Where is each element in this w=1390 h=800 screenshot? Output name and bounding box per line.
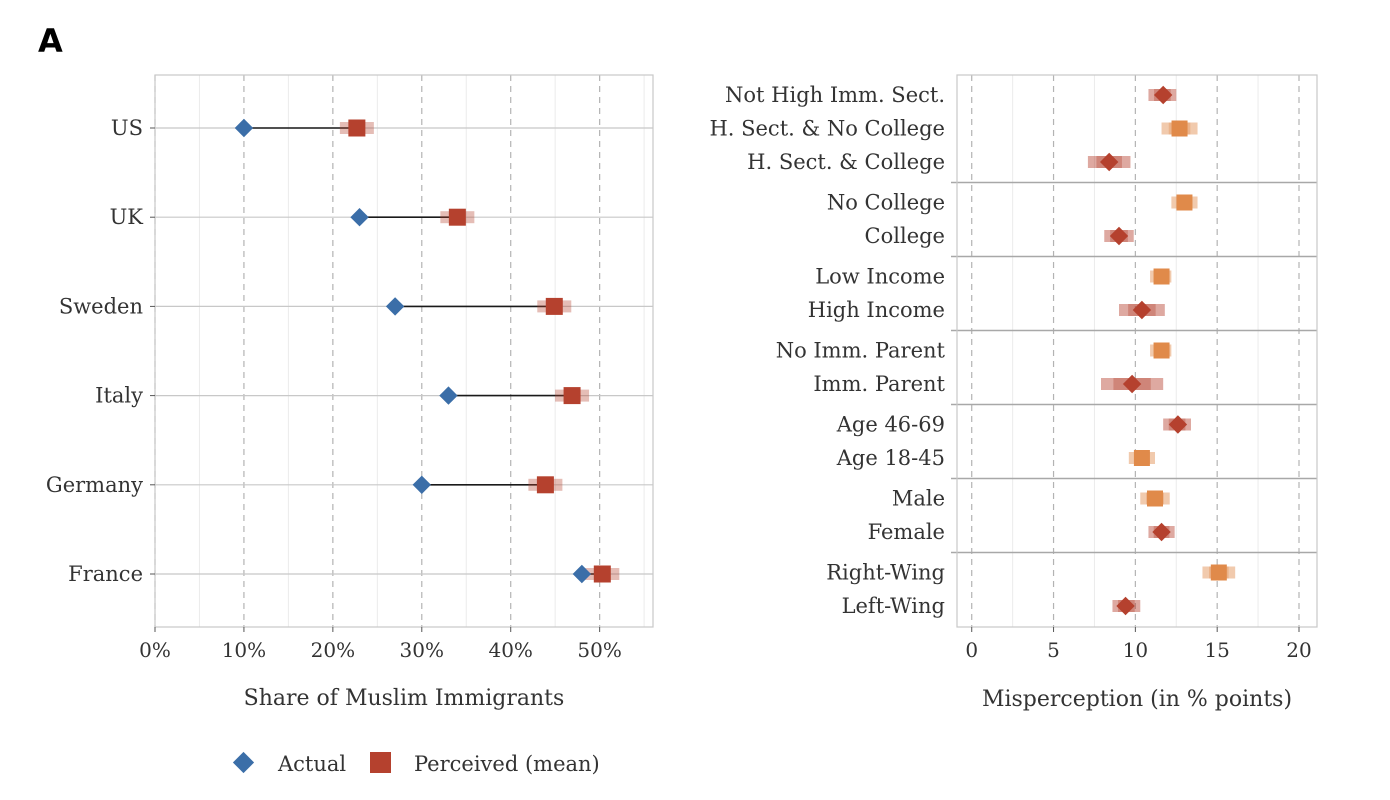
left-category-label-france: France [68,562,143,586]
right-row-label-left-wing: Left-Wing [842,594,945,618]
estimate-point-no-college [1176,194,1193,211]
left-x-tick-label: 0% [139,638,171,662]
left-category-label-uk: UK [110,205,144,229]
estimate-point-low-income [1153,268,1170,285]
right-row-label-low-income: Low Income [815,265,945,289]
right-row-label-h-sect-no-college: H. Sect. & No College [709,117,945,141]
estimate-point-right-wing [1210,564,1227,581]
panel-tag: A [38,22,63,60]
legend-perceived-square-icon [370,752,391,773]
left-x-tick-label: 20% [311,638,355,662]
actual-point-us [234,118,254,138]
legend-perceived-label: Perceived (mean) [414,752,600,776]
legend-actual-label: Actual [277,752,346,776]
left-x-tick-label: 30% [400,638,444,662]
estimate-point-age-18-45 [1133,450,1150,466]
perceived-point-sweden [545,297,563,315]
perceived-point-france [593,565,611,583]
estimate-point-college [1109,226,1129,246]
right-row-label-college: College [865,224,945,248]
left-category-label-sweden: Sweden [59,294,143,318]
actual-point-italy [439,386,458,405]
perceived-point-italy [563,387,581,405]
perceived-point-uk [448,208,466,226]
estimate-point-h-sect-college [1099,152,1119,172]
left-category-label-germany: Germany [46,473,143,497]
legend: Actual Perceived (mean) [232,751,600,776]
estimate-point-male [1147,490,1163,507]
left-x-axis-title: Share of Muslim Immigrants [244,686,565,711]
right-row-label-age-18-45: Age 18-45 [836,446,945,470]
right-x-tick-label: 10 [1123,638,1148,662]
estimate-point-high-income [1132,300,1152,320]
left-x-tick-label: 10% [222,638,266,662]
estimate-point-female [1152,522,1171,542]
right-row-label-right-wing: Right-Wing [826,561,945,585]
right-row-label-age-46-69: Age 46-69 [836,413,945,437]
actual-point-uk [350,208,369,227]
left-x-tick-label: 50% [577,638,621,662]
perceived-point-germany [536,476,554,494]
right-row-label-female: Female [868,520,945,544]
estimate-point-age-46-69 [1168,415,1188,434]
right-x-tick-label: 0 [965,638,978,662]
left-category-label-us: US [111,116,143,140]
actual-point-france [572,564,592,584]
right-row-label-high-income: High Income [808,298,945,322]
right-panel-border [956,74,1318,628]
left-category-label-italy: Italy [95,384,143,408]
estimate-point-left-wing [1116,596,1135,616]
estimate-point-imm-parent [1122,374,1142,394]
left-chart-dumbbell: US UK Sweden Italy Germany France 0% 10% 20% 30% 4… [46,74,654,662]
left-panel-border [154,74,654,628]
left-x-tick-label: 40% [488,638,532,662]
right-x-tick-label: 15 [1204,638,1229,662]
legend-actual-diamond-icon [232,751,255,774]
right-row-label-male: Male [892,487,945,511]
right-row-label-no-imm-parent: No Imm. Parent [776,339,946,363]
right-row-label-not-high-imm-sect: Not High Imm. Sect. [725,83,945,107]
right-x-axis-title: Misperception (in % points) [982,687,1292,712]
right-x-tick-label: 20 [1286,638,1311,662]
estimate-point-h-sect-no-college [1171,120,1188,137]
estimate-point-not-high-imm-sect [1153,85,1173,105]
right-row-label-no-college: No College [827,191,945,215]
right-chart-misperception: 0 5 10 15 20 Not High Imm. Sect. H. Sect. & No… [709,74,1318,662]
actual-point-sweden [385,297,405,316]
actual-point-germany [412,475,431,494]
right-x-tick-label: 5 [1047,638,1060,662]
perceived-point-us [348,119,366,137]
right-row-label-h-sect-college: H. Sect. & College [747,150,945,174]
right-row-label-imm-parent: Imm. Parent [813,372,945,396]
estimate-point-no-imm-parent [1153,342,1170,359]
